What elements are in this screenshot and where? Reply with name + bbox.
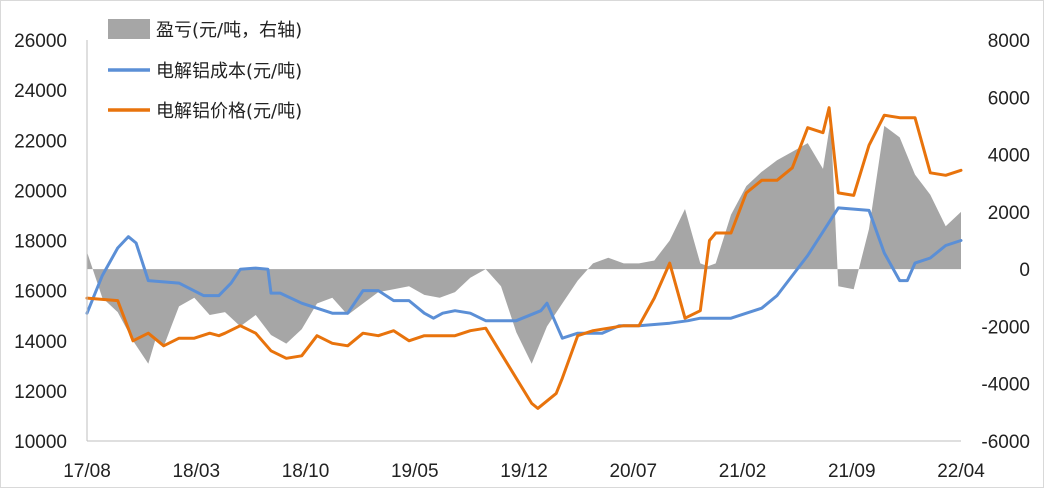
- legend: 盈亏(元/吨，右轴) 电解铝成本(元/吨) 电解铝价格(元/吨): [108, 19, 302, 122]
- y-axis-right-ticks: -6000 -4000 -2000 0 2000 4000 6000 8000: [981, 31, 1030, 453]
- y-right-tick-label: -4000: [981, 375, 1030, 396]
- y-left-tick-label: 18000: [14, 232, 67, 253]
- legend-label: 电解铝成本(元/吨): [156, 61, 302, 82]
- y-left-tick-label: 14000: [14, 332, 67, 353]
- profit-area-layer: [87, 120, 961, 364]
- x-tick-label: 17/08: [63, 461, 111, 482]
- x-axis-ticks: 17/08 18/03 18/10 19/05 19/12 20/07 21/02 21/09…: [63, 461, 985, 482]
- y-left-tick-label: 26000: [14, 31, 67, 52]
- y-left-tick-label: 24000: [14, 81, 67, 102]
- y-right-tick-label: 4000: [988, 146, 1030, 167]
- x-tick-label: 19/05: [391, 461, 439, 482]
- legend-label: 电解铝价格(元/吨): [156, 101, 302, 122]
- y-right-tick-label: 6000: [988, 88, 1030, 109]
- x-tick-label: 22/04: [937, 461, 985, 482]
- y-left-tick-label: 10000: [14, 432, 67, 453]
- y-left-tick-label: 12000: [14, 382, 67, 403]
- y-axis-left-ticks: 10000 12000 14000 16000 18000 20000 22000 24000…: [14, 31, 67, 453]
- y-left-tick-label: 20000: [14, 181, 67, 202]
- x-tick-label: 18/03: [172, 461, 220, 482]
- y-right-tick-label: 8000: [988, 31, 1030, 52]
- legend-label: 盈亏(元/吨，右轴): [156, 20, 302, 41]
- x-tick-label: 21/09: [828, 461, 876, 482]
- x-tick-label: 21/02: [719, 461, 767, 482]
- y-right-tick-label: 0: [1019, 260, 1030, 281]
- y-right-tick-label: -6000: [981, 432, 1030, 453]
- x-tick-label: 20/07: [609, 461, 657, 482]
- y-left-tick-label: 22000: [14, 131, 67, 152]
- series-1-line: [85, 106, 963, 410]
- line-series-layer: [85, 106, 963, 410]
- x-tick-label: 18/10: [282, 461, 330, 482]
- series-2-area: [87, 120, 961, 364]
- series-0-line: [85, 206, 963, 340]
- y-right-tick-label: -2000: [981, 317, 1030, 338]
- x-tick-label: 19/12: [500, 461, 548, 482]
- y-left-tick-label: 16000: [14, 282, 67, 303]
- legend-swatch-area: [108, 19, 150, 39]
- y-right-tick-label: 2000: [988, 203, 1030, 224]
